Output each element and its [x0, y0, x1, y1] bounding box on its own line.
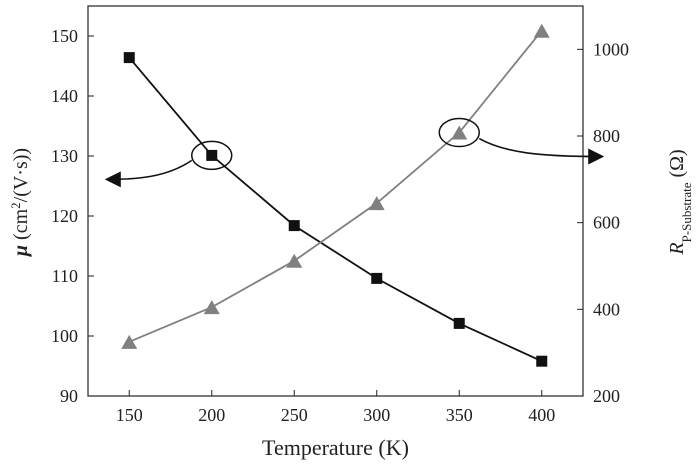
- data-point-triangle: [203, 300, 220, 315]
- right-axis-series-line: [128, 30, 543, 343]
- right-axis-annotation-arrow: [478, 137, 605, 165]
- right-y-tick-label: 600: [593, 213, 620, 233]
- data-point-triangle: [368, 196, 385, 211]
- data-point-triangle: [286, 253, 303, 268]
- plot-frame: [87, 5, 584, 397]
- data-series-layer: [121, 23, 550, 367]
- x-tick-label: 400: [528, 405, 555, 425]
- data-point-square: [453, 317, 465, 329]
- annotation-layer: [104, 117, 605, 188]
- left-y-tick-label: 100: [51, 326, 78, 346]
- left-y-tick-label: 150: [51, 26, 78, 46]
- left-y-axis-prefix: (cm: [10, 208, 32, 245]
- left-y-axis-symbol: μ: [10, 245, 32, 257]
- data-point-triangle: [451, 125, 468, 140]
- data-point-square: [288, 220, 300, 232]
- x-axis-label: Temperature (K): [262, 435, 409, 460]
- right-y-tick-label: 1000: [593, 39, 629, 59]
- x-tick-label: 150: [116, 405, 143, 425]
- right-y-axis-suffix: (Ω): [666, 149, 688, 182]
- left-y-axis-label: μ (cm2/(V·s)): [8, 148, 33, 257]
- annotation-circle: [438, 117, 480, 148]
- left-y-tick-label: 90: [60, 386, 78, 406]
- left-y-tick-label: 140: [51, 86, 78, 106]
- data-point-square: [206, 149, 218, 161]
- data-point-square: [536, 355, 548, 367]
- data-point-triangle: [533, 23, 550, 38]
- annotation-circle: [191, 140, 233, 171]
- right-y-tick-label: 200: [593, 386, 620, 406]
- data-point-square: [371, 272, 383, 284]
- x-tick-label: 200: [198, 405, 225, 425]
- left-y-tick-label: 130: [51, 146, 78, 166]
- right-y-axis-symbol: R: [666, 242, 688, 255]
- right-y-tick-label: 800: [593, 126, 620, 146]
- left-axis-series-line: [128, 57, 543, 363]
- left-y-axis-superscript: 2: [8, 202, 23, 209]
- left-y-tick-label: 110: [52, 266, 78, 286]
- x-tick-label: 300: [363, 405, 390, 425]
- data-point-square: [123, 52, 135, 64]
- data-point-triangle: [121, 334, 138, 349]
- left-axis-annotation-arrow: [104, 159, 193, 188]
- axes-ticks: 150 200 250 300 350 400 90 100 110 120 130 140 150 20…: [51, 26, 629, 425]
- left-y-axis-suffix: /(V·s)): [10, 148, 32, 202]
- right-y-tick-label: 400: [593, 299, 620, 319]
- left-y-tick-label: 120: [51, 206, 78, 226]
- right-y-axis-subscript: P-Substrate: [679, 182, 694, 242]
- right-y-axis-label: RP-Substrate (Ω): [666, 149, 694, 255]
- x-tick-label: 350: [446, 405, 473, 425]
- x-tick-label: 250: [281, 405, 308, 425]
